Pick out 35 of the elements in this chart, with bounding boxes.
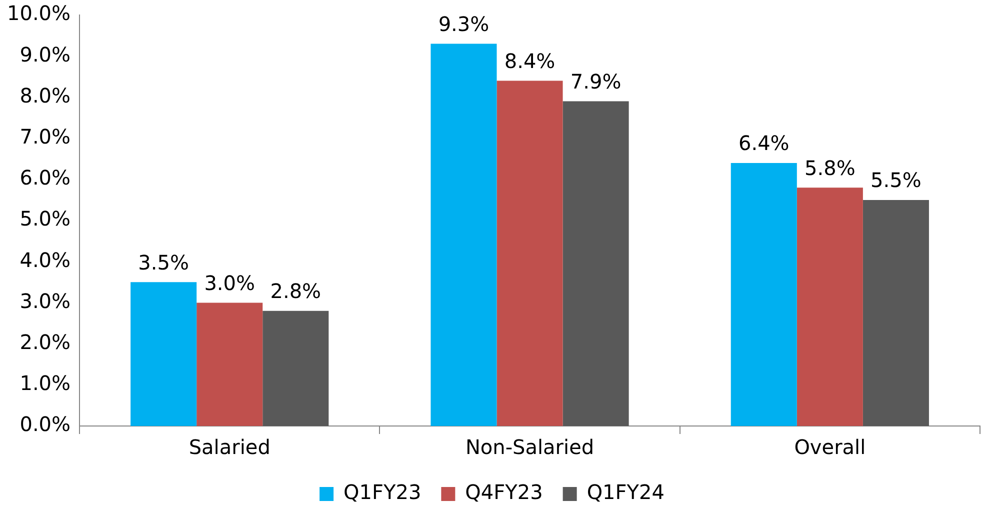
y-tick-label: 7.0% [20,124,71,149]
y-tick-label: 8.0% [20,83,71,108]
y-tick-label: 6.0% [20,166,71,190]
y-tick-label: 2.0% [20,330,71,354]
x-tick-label: Salaried [188,435,270,460]
y-tick-label: 0.0% [20,412,71,436]
bar [562,101,629,426]
y-tick-label: 10.0% [6,1,71,26]
legend-label: Q4FY23 [465,480,543,504]
bar [796,188,863,426]
bar [496,80,563,426]
y-tick-label: 1.0% [20,371,71,396]
bar [262,310,329,426]
x-tick-label: Overall [794,435,866,460]
data-label: 3.5% [138,250,189,274]
bar [130,282,197,426]
data-label: 9.3% [438,12,490,36]
data-label: 6.4% [738,131,790,156]
bar [730,162,797,426]
data-label: 5.8% [804,156,856,180]
data-label: 2.8% [270,279,322,304]
y-tick-label: 3.0% [20,288,71,313]
bar [862,200,929,426]
data-label: 3.0% [204,270,256,295]
y-tick-label: 9.0% [20,42,71,66]
data-label: 8.4% [504,48,556,73]
y-tick-label: 5.0% [20,206,71,231]
bar [196,302,263,426]
legend-label: Q1FY24 [586,480,664,504]
x-tick-label: Non-Salaried [465,435,594,460]
data-label: 7.9% [570,70,622,94]
legend-label: Q1FY23 [344,480,422,504]
y-tick-label: 4.0% [20,248,71,272]
data-label: 5.5% [870,168,922,192]
bar [430,44,497,426]
